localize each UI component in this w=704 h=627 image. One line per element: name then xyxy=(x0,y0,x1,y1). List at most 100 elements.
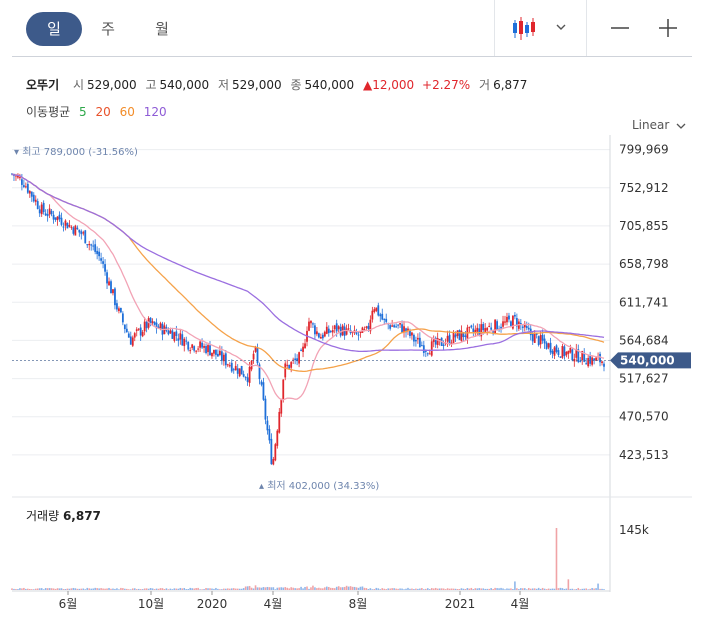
volume-bar xyxy=(282,587,285,590)
volume-bar xyxy=(488,588,490,590)
volume-bar xyxy=(21,588,23,590)
candle-body xyxy=(181,334,184,346)
volume-bar xyxy=(324,587,326,590)
volume-bar xyxy=(27,588,29,590)
candle-body xyxy=(573,359,576,362)
candle-body xyxy=(504,321,506,323)
candle-body xyxy=(571,349,574,361)
candle-body xyxy=(418,337,421,348)
candle-body xyxy=(121,313,124,323)
candle-body xyxy=(36,201,39,209)
volume-bar xyxy=(514,581,516,590)
volume-panel-label: 거래량 xyxy=(26,509,60,523)
candle-body xyxy=(20,179,23,185)
volume-bar xyxy=(409,588,411,590)
volume-bar xyxy=(147,588,150,590)
candlestick-series xyxy=(11,172,605,466)
candle-body xyxy=(300,349,302,351)
volume-bar xyxy=(603,589,605,590)
candle-body xyxy=(523,323,526,328)
candle-body xyxy=(74,225,77,236)
volume-bar xyxy=(86,587,89,590)
candle-body xyxy=(254,347,257,352)
volume-bar xyxy=(191,588,193,590)
volume-bar xyxy=(375,587,378,590)
volume-bar xyxy=(11,588,13,590)
candle-body xyxy=(34,199,37,202)
volume-bar xyxy=(539,588,542,590)
volume-bar xyxy=(106,588,108,590)
tab-monthly[interactable]: 월 xyxy=(155,20,169,38)
volume-bar xyxy=(464,588,467,590)
candle-body xyxy=(345,328,348,335)
candle-body xyxy=(591,357,594,365)
volume-bar xyxy=(232,588,235,590)
candle-body xyxy=(428,353,431,355)
volume-bar xyxy=(149,588,152,590)
volume-bar xyxy=(163,589,166,590)
volume-bar xyxy=(551,588,554,590)
chart-style-button[interactable] xyxy=(506,8,586,48)
ma-20-line xyxy=(11,173,605,401)
tab-weekly[interactable]: 주 xyxy=(101,20,115,38)
y-tick-label: 658,798 xyxy=(619,257,669,271)
volume-bar xyxy=(189,587,191,590)
volume-bar xyxy=(62,589,65,590)
volume-bar xyxy=(171,589,174,590)
candle-body xyxy=(426,353,429,355)
candle-body xyxy=(416,337,419,340)
volume-bar xyxy=(126,588,128,590)
candle-body xyxy=(218,350,221,355)
candle-body xyxy=(296,358,299,362)
volume-bar xyxy=(482,588,485,590)
candle-body xyxy=(30,191,33,197)
candle-body xyxy=(151,321,154,323)
candle-body xyxy=(506,316,508,323)
volume-bar xyxy=(559,587,562,590)
volume-bar xyxy=(341,587,344,590)
candle-body xyxy=(422,345,425,353)
volume-bar xyxy=(100,588,102,590)
candle-body xyxy=(226,364,229,366)
zoom-out-button[interactable] xyxy=(600,8,640,48)
candle-body xyxy=(80,231,83,235)
volume-bar xyxy=(54,588,57,590)
candle-body xyxy=(577,349,580,363)
volume-bar xyxy=(296,588,298,590)
candle-body xyxy=(486,327,489,331)
scale-mode-selector[interactable]: Linear xyxy=(632,118,687,132)
volume-bar xyxy=(197,587,199,590)
volume-bar xyxy=(25,588,27,590)
volume-bar xyxy=(583,588,586,590)
y-tick-label: 705,855 xyxy=(619,219,669,233)
candle-body xyxy=(448,334,451,345)
zoom-in-button[interactable] xyxy=(648,8,688,48)
candle-body xyxy=(545,342,548,350)
volume-bar xyxy=(333,588,336,590)
volume-bar xyxy=(88,588,91,590)
candle-body xyxy=(64,220,67,226)
candle-body xyxy=(175,331,178,336)
volume-bar xyxy=(310,587,312,590)
volume-bar xyxy=(74,588,77,590)
volume-bar xyxy=(260,587,263,590)
toolbar-divider xyxy=(494,0,495,56)
candle-body xyxy=(173,332,176,341)
tab-daily[interactable]: 일 xyxy=(26,12,82,46)
candle-body xyxy=(135,329,138,331)
candle-body xyxy=(250,360,253,370)
candle-body xyxy=(496,321,498,331)
volume-bar xyxy=(520,588,522,590)
volume-bar xyxy=(417,588,419,590)
volume-bar xyxy=(187,588,190,590)
candle-body xyxy=(468,326,471,328)
volume-bar xyxy=(19,588,21,590)
candle-body xyxy=(407,328,409,331)
candle-body xyxy=(98,251,101,257)
volume-bar xyxy=(270,587,273,590)
volume-bar xyxy=(387,588,389,590)
volume-bar xyxy=(300,586,302,590)
volume-bar xyxy=(367,589,370,590)
volume-bar xyxy=(139,589,142,590)
candle-body xyxy=(470,325,473,328)
